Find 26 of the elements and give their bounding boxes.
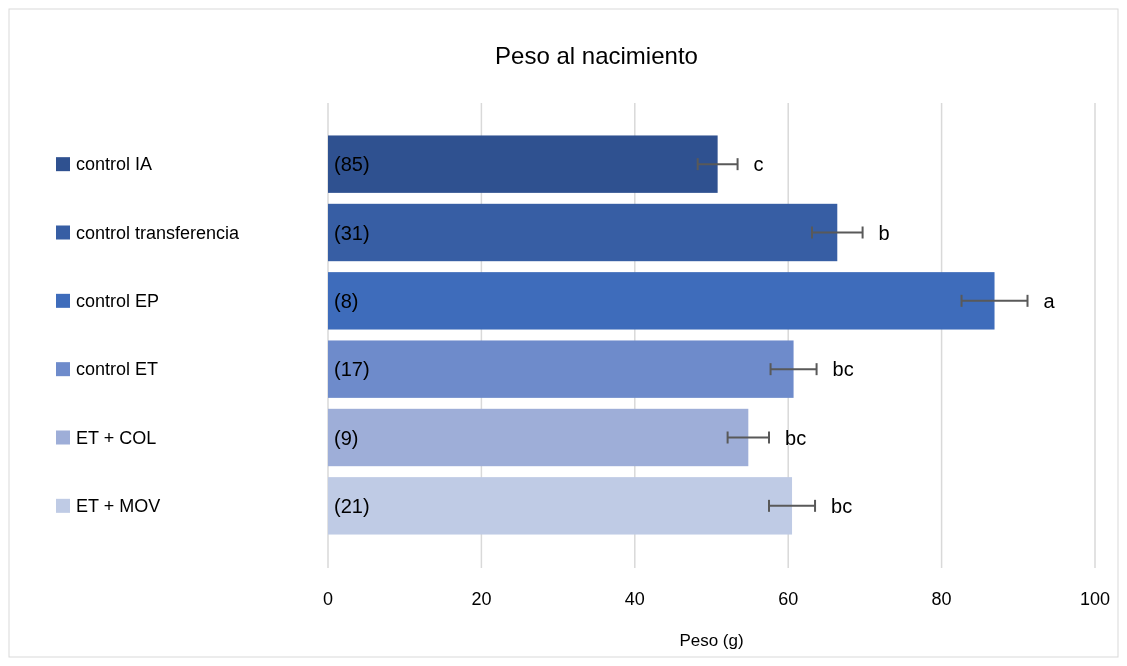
annotation: bc — [831, 494, 853, 517]
x-tick-label: 0 — [322, 589, 334, 609]
annotation: bc — [785, 426, 807, 449]
x-tick-label: 60 — [778, 589, 799, 609]
chart-title: Peso al nacimiento — [495, 42, 698, 69]
y-tick-label: control IA — [76, 154, 153, 175]
x-tick-label: 40 — [624, 589, 645, 609]
annotation: bc — [832, 358, 854, 381]
annotation: (17) — [334, 358, 370, 381]
x-tick-label: 20 — [471, 589, 492, 609]
x-tick-label: 80 — [931, 589, 952, 609]
annotation: (8) — [334, 289, 359, 312]
y-tick-label: control ET — [76, 359, 159, 380]
x-axis-title: Peso (g) — [679, 631, 744, 650]
annotation: (85) — [334, 153, 370, 176]
annotation: a — [1043, 289, 1056, 312]
annotation: (31) — [334, 221, 370, 244]
y-tick-label: ET + COL — [76, 427, 157, 448]
x-tick-label: 100 — [1079, 589, 1111, 609]
y-tick-label: control transferencia — [76, 222, 241, 243]
annotation: c — [753, 153, 764, 176]
y-tick-label: ET + MOV — [76, 495, 161, 516]
y-tick-label: control EP — [76, 290, 160, 311]
annotation: b — [878, 221, 890, 244]
annotation: (9) — [334, 426, 359, 449]
annotation: (21) — [334, 494, 370, 517]
